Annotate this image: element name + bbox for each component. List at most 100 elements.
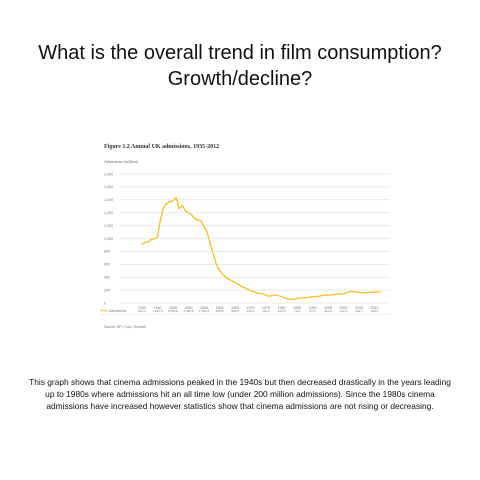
data-point (150, 238, 152, 240)
data-point (256, 292, 258, 294)
data-point (197, 219, 199, 221)
data-point (160, 218, 162, 220)
y-tick-label: 0 (104, 301, 106, 305)
data-point (330, 294, 332, 296)
data-point (157, 236, 158, 238)
legend-label: Admissions (109, 309, 127, 313)
data-point (299, 297, 301, 299)
x-tick-label: 1995 (324, 306, 332, 310)
data-point (374, 291, 375, 293)
data-point (184, 210, 186, 212)
data-point (355, 291, 357, 293)
x-tick-label: 1970 (247, 306, 255, 310)
y-tick-label: 600 (104, 263, 110, 267)
x-tick-label: 1955 (200, 306, 208, 310)
data-point (188, 212, 189, 214)
data-point (194, 217, 196, 219)
data-point (206, 231, 208, 233)
figure-title: Figure 1.2 Annual UK admissions, 1935-20… (104, 144, 220, 150)
x-tick-label: 1990 (309, 306, 317, 310)
x-tick-label: 1965 (231, 306, 239, 310)
y-tick-label: 1,000 (104, 237, 113, 241)
y-tick-label: 1,200 (104, 224, 113, 228)
slide-title-line-1: What is the overall trend in film consum… (38, 42, 442, 64)
data-point (212, 253, 214, 255)
data-point (178, 208, 180, 210)
figure-unit-label: Admissions (million) (104, 159, 139, 164)
data-point (219, 270, 220, 272)
line-chart: 0 200 400 600 800 1,000 1,200 1,400 1,600 1,800 2,… (100, 172, 390, 315)
table-value: 72.0 (294, 309, 300, 313)
data-point (296, 297, 298, 299)
data-point (243, 287, 245, 289)
data-point (172, 200, 174, 202)
data-point (175, 197, 177, 198)
slide-caption: This graph shows that cinema admissions … (29, 377, 451, 411)
chart-figure: Figure 1.2 Annual UK admissions, 1935-20… (96, 140, 396, 350)
x-tick-label: 1940 (154, 306, 162, 310)
table-value: 114.6 (324, 309, 332, 313)
table-value: 101.0 (278, 309, 286, 313)
slide-title: What is the overall trend in film consum… (20, 40, 460, 92)
x-tick-label: 1950 (185, 306, 193, 310)
data-point (318, 295, 320, 297)
table-value: 1,585.0 (168, 309, 179, 313)
x-tick-label: 2000 (340, 306, 348, 310)
table-value: 97.4 (309, 309, 315, 313)
data-point (163, 206, 165, 208)
slide-title-line-2: Growth/decline? (167, 68, 313, 90)
y-tick-label: 400 (104, 276, 110, 280)
y-tick-label: 200 (104, 288, 110, 292)
data-point (287, 298, 289, 300)
table-value: 169.2 (371, 309, 379, 313)
data-point (147, 241, 149, 243)
data-point (250, 290, 251, 292)
data-point (274, 294, 276, 296)
x-tick-label: 1985 (293, 306, 301, 310)
data-point (144, 241, 146, 243)
data-point (262, 293, 264, 295)
x-tick-label: 1975 (262, 306, 270, 310)
data-point (281, 296, 282, 297)
x-tick-label: 1935 (138, 306, 146, 310)
data-point (191, 214, 193, 216)
table-value: 1,395.8 (183, 309, 194, 313)
data-point (209, 243, 211, 245)
data-point (153, 238, 155, 240)
data-point (349, 291, 351, 293)
table-value: 1,181.8 (199, 309, 210, 313)
data-point (215, 263, 217, 265)
data-point (293, 299, 295, 300)
data-point (380, 291, 382, 293)
data-point (324, 294, 326, 296)
data-point (166, 203, 168, 205)
table-value: 142.5 (340, 309, 348, 313)
table-value: 164.7 (355, 309, 363, 313)
data-point (169, 200, 171, 202)
y-tick-label: 1,800 (104, 185, 113, 189)
x-tick-label: 2005 (355, 306, 363, 310)
data-point (231, 280, 233, 282)
table-value: 912.3 (138, 309, 146, 313)
y-tick-label: 2,000 (104, 172, 113, 176)
data-point (268, 295, 270, 297)
data-point (312, 296, 313, 298)
y-tick-label: 1,600 (104, 198, 113, 202)
data-point (200, 220, 202, 222)
data-point (225, 277, 227, 278)
table-value: 326.6 (231, 309, 239, 313)
table-value: 1,027.0 (152, 309, 163, 313)
x-tick-label: 2010 (371, 306, 379, 310)
table-value: 193.0 (247, 309, 255, 313)
data-point (343, 293, 344, 295)
x-tick-label: 1945 (169, 306, 177, 310)
data-point (367, 291, 369, 293)
y-tick-label: 1,400 (104, 211, 113, 215)
data-point (141, 243, 143, 245)
table-value: 500.8 (216, 309, 224, 313)
y-tick-label: 800 (104, 250, 110, 254)
data-point (181, 204, 183, 206)
data-point (305, 297, 307, 299)
data-point (237, 283, 239, 285)
x-tick-label: 1980 (278, 306, 286, 310)
